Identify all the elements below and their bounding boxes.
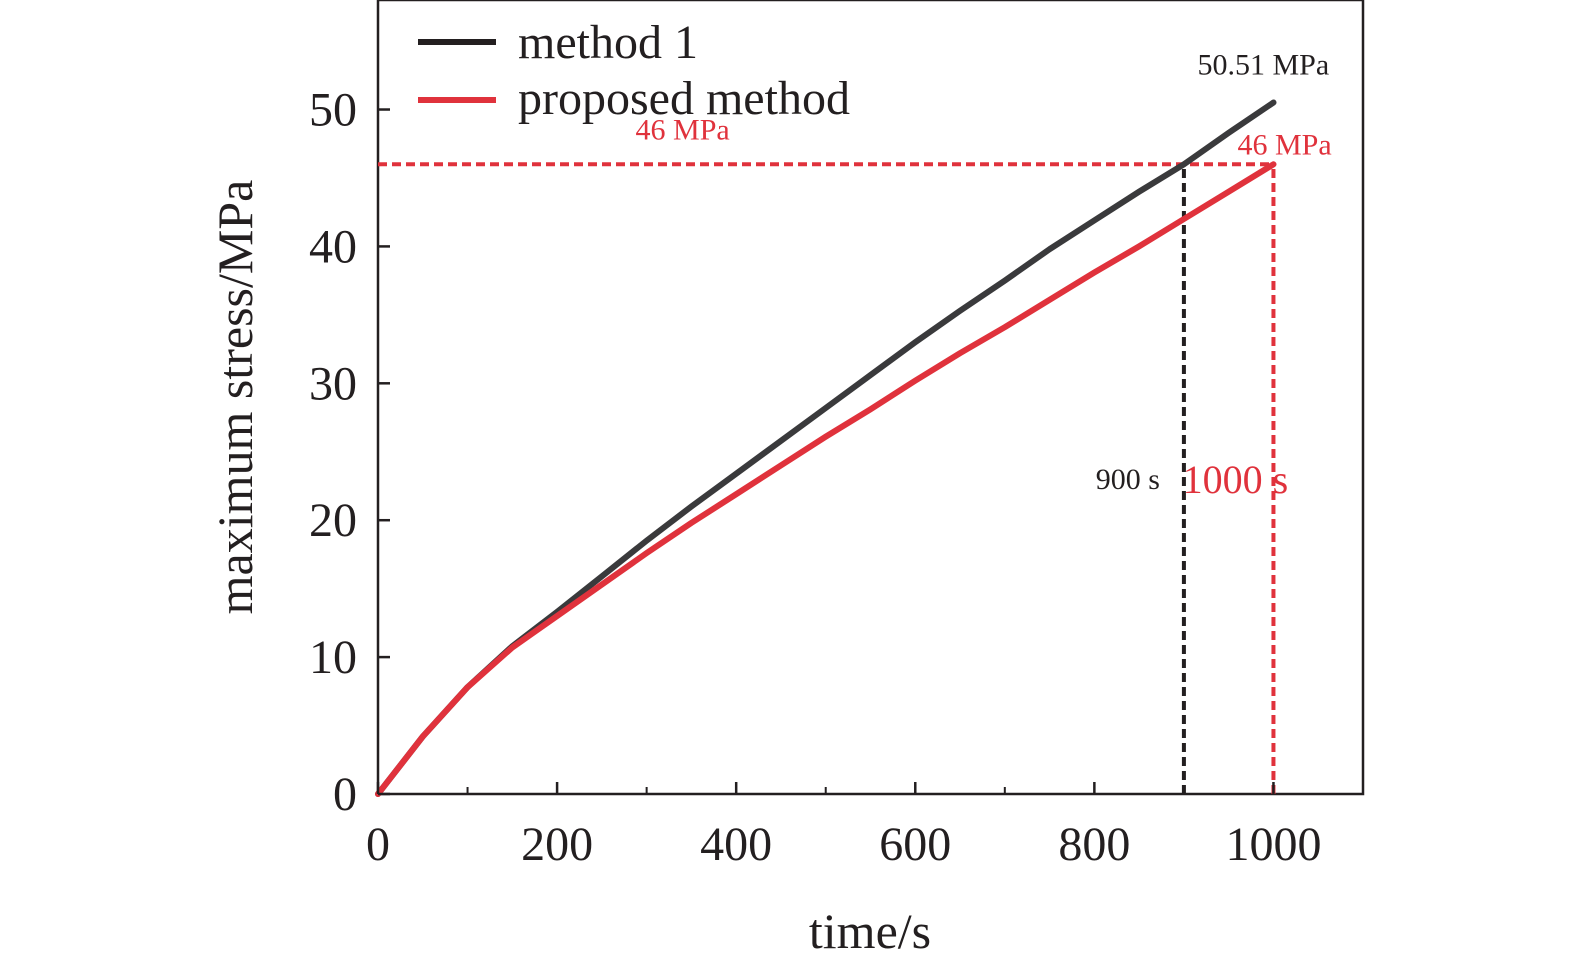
y-tick-label: 50 xyxy=(309,84,357,137)
y-tick-label: 40 xyxy=(309,220,357,273)
y-tick-label: 20 xyxy=(309,494,357,547)
x-tick-label: 1000 xyxy=(1225,818,1321,871)
annotations: 50.51 MPa 46 MPa 46 MPa 900 s 1000 s xyxy=(636,49,1332,503)
annotation-label: 46 MPa xyxy=(1237,128,1331,161)
y-axis-title: maximum stress/MPa xyxy=(207,180,263,615)
x-axis-title: time/s xyxy=(809,903,931,959)
x-tick-label: 600 xyxy=(879,818,951,871)
axis-ticks: 0 200 400 600 800 1000 0 10 20 30 40 50 xyxy=(309,84,1321,871)
legend: method 1 proposed method xyxy=(418,16,850,125)
x-tick-label: 200 xyxy=(521,818,593,871)
reference-lines xyxy=(378,162,1276,794)
annotation-label: 1000 s xyxy=(1183,457,1289,502)
plot-frame xyxy=(376,0,1365,796)
y-tick-label: 30 xyxy=(309,357,357,410)
y-tick-label: 0 xyxy=(333,768,357,821)
series-lines xyxy=(375,99,1277,797)
x-tick-label: 400 xyxy=(700,818,772,871)
x-tick-label: 0 xyxy=(366,818,390,871)
annotation-label: 50.51 MPa xyxy=(1197,49,1329,82)
legend-label-proposed-method: proposed method xyxy=(518,72,850,125)
legend-label-method-1: method 1 xyxy=(518,16,698,69)
annotation-label: 900 s xyxy=(1096,463,1160,496)
series-line-method-1 xyxy=(375,99,1277,797)
x-tick-label: 800 xyxy=(1058,818,1130,871)
annotation-label: 46 MPa xyxy=(636,113,730,146)
series-line-proposed-method xyxy=(375,161,1277,797)
y-tick-label: 10 xyxy=(309,631,357,684)
